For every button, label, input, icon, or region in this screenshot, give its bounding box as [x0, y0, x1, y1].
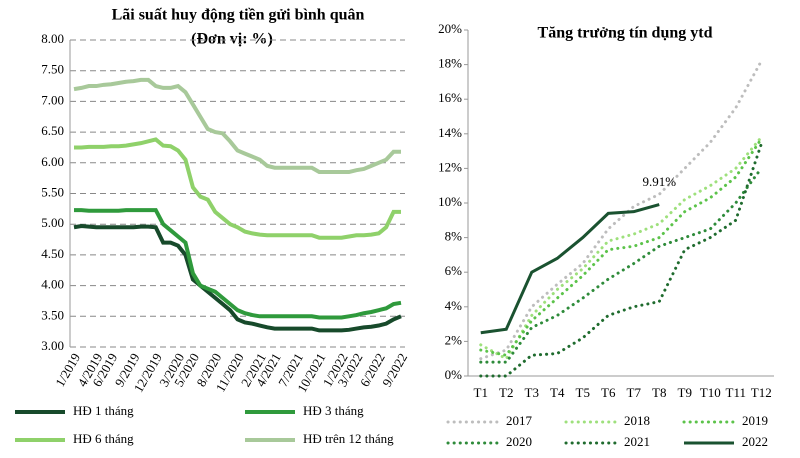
chart-title: Lãi suất huy động tiền gửi bình quân	[112, 7, 365, 24]
legend-label: 2019	[742, 413, 768, 428]
x-tick-label: T6	[601, 385, 616, 400]
legend-label: 2022	[742, 434, 768, 449]
annotation: 9.91%	[642, 174, 676, 189]
x-tick-label: T12	[751, 385, 772, 400]
legend-label: 2017	[506, 413, 533, 428]
y-tick-label: 4.50	[41, 246, 64, 261]
y-tick-label: 7.50	[41, 62, 64, 77]
y-tick-label: 3.00	[41, 338, 64, 353]
x-tick-label: T8	[652, 385, 666, 400]
x-tick-label: T9	[678, 385, 692, 400]
y-tick-label: 14%	[438, 125, 462, 140]
series-line	[480, 203, 660, 335]
y-tick-label: 5.50	[41, 184, 64, 199]
y-tick-label: 10%	[438, 194, 462, 209]
series-line	[479, 166, 763, 364]
series-line	[479, 142, 763, 378]
y-tick-label: 4.00	[41, 277, 64, 292]
y-tick-label: 6%	[445, 263, 463, 278]
legend-label: HĐ 1 tháng	[73, 403, 134, 418]
y-tick-label: 2%	[445, 332, 463, 347]
x-tick-label: T2	[499, 385, 513, 400]
y-tick-label: 12%	[438, 159, 462, 174]
series-line	[479, 137, 763, 357]
series-line	[479, 59, 763, 361]
series-line	[73, 224, 402, 333]
y-tick-label: 7.00	[41, 92, 64, 107]
series-line	[74, 208, 402, 320]
legend-label: HĐ 3 tháng	[303, 403, 364, 418]
y-tick-label: 8%	[445, 229, 463, 244]
legend-label: 2018	[624, 413, 650, 428]
chart-title: Tăng trưởng tín dụng ytd	[538, 25, 713, 42]
y-tick-label: 3.50	[41, 307, 64, 322]
x-tick-label: T11	[726, 385, 746, 400]
y-tick-label: 4%	[445, 298, 463, 313]
series-line	[479, 135, 763, 361]
x-tick-label: T3	[525, 385, 539, 400]
y-tick-label: 20%	[438, 21, 462, 36]
y-tick-label: 18%	[438, 56, 462, 71]
legend-label: 2020	[506, 434, 532, 449]
chart-subtitle: (Đơn vị: %)	[191, 31, 273, 48]
y-tick-label: 5.00	[41, 215, 64, 230]
x-tick-label: T4	[550, 385, 565, 400]
y-tick-label: 8.00	[41, 31, 64, 46]
x-tick-label: T10	[700, 385, 721, 400]
legend-label: HĐ trên 12 tháng	[303, 431, 394, 446]
y-tick-label: 6.50	[41, 123, 64, 138]
legend-label: HĐ 6 tháng	[73, 431, 134, 446]
series-line	[73, 77, 401, 175]
legend-label: 2021	[624, 434, 650, 449]
x-tick-label: T1	[474, 385, 488, 400]
y-tick-label: 6.00	[41, 154, 64, 169]
x-tick-label: T7	[627, 385, 642, 400]
y-tick-label: 16%	[438, 90, 462, 105]
y-tick-label: 0%	[445, 367, 463, 382]
x-tick-label: T5	[576, 385, 590, 400]
series-line	[74, 137, 401, 240]
